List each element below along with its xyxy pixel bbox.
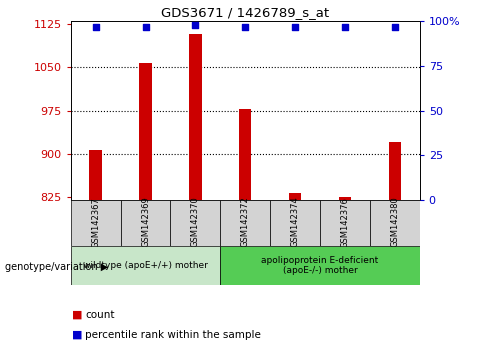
Title: GDS3671 / 1426789_s_at: GDS3671 / 1426789_s_at: [161, 6, 329, 19]
Text: percentile rank within the sample: percentile rank within the sample: [85, 330, 261, 339]
Bar: [170, 200, 220, 246]
Text: wildtype (apoE+/+) mother: wildtype (apoE+/+) mother: [83, 261, 208, 270]
Bar: [320, 200, 370, 246]
Text: genotype/variation ▶: genotype/variation ▶: [5, 262, 108, 272]
Text: count: count: [85, 310, 115, 320]
Bar: [89, 150, 102, 200]
Bar: [370, 200, 420, 246]
Point: [191, 22, 199, 28]
Bar: [121, 200, 170, 246]
Text: ■: ■: [72, 330, 83, 339]
Bar: [71, 200, 121, 246]
Bar: [270, 200, 320, 246]
Point: [92, 24, 100, 29]
Bar: [339, 196, 351, 200]
Bar: [139, 63, 152, 200]
Text: GSM142380: GSM142380: [390, 197, 399, 247]
Text: GSM142376: GSM142376: [341, 197, 349, 247]
Bar: [220, 246, 420, 285]
Bar: [239, 109, 251, 200]
Bar: [388, 142, 401, 200]
Point: [242, 24, 249, 29]
Text: GSM142370: GSM142370: [191, 197, 200, 247]
Bar: [289, 193, 301, 200]
Bar: [220, 200, 270, 246]
Text: ■: ■: [72, 310, 83, 320]
Point: [341, 24, 349, 29]
Point: [391, 24, 399, 29]
Point: [291, 24, 299, 29]
Text: GSM142372: GSM142372: [241, 197, 250, 247]
Bar: [189, 34, 202, 200]
Text: GSM142367: GSM142367: [91, 197, 100, 247]
Text: GSM142374: GSM142374: [290, 197, 300, 247]
Point: [142, 24, 149, 29]
Text: GSM142369: GSM142369: [141, 197, 150, 247]
Bar: [71, 246, 220, 285]
Text: apolipoprotein E-deficient
(apoE-/-) mother: apolipoprotein E-deficient (apoE-/-) mot…: [262, 256, 379, 275]
